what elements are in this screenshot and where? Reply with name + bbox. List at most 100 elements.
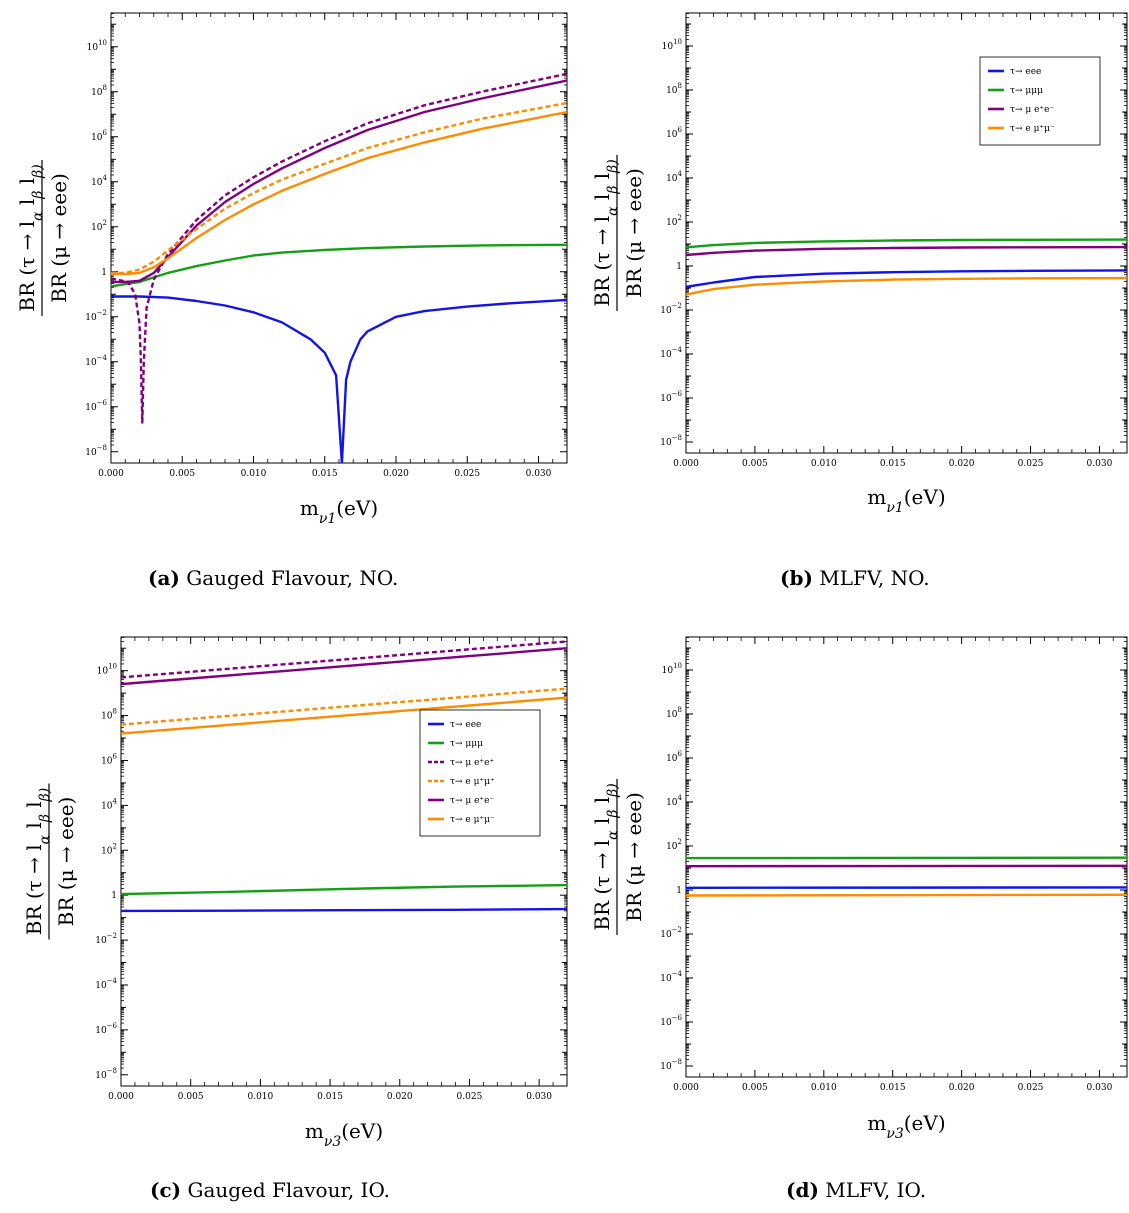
y-tick-label: 10−4	[85, 354, 107, 368]
y-tick-label: 10−2	[95, 932, 117, 946]
y-tick-label: 104	[91, 174, 107, 188]
caption-c-tag: (c)	[150, 1178, 182, 1202]
x-tick-label: 0.020	[949, 1083, 975, 1093]
series-line-purple	[111, 79, 567, 284]
y-tick-label: 1010	[97, 663, 117, 677]
x-tick-label: 0.015	[880, 459, 906, 469]
x-tick-label: 0.005	[169, 469, 195, 479]
y-tick-label: 10−8	[85, 444, 107, 458]
series-group	[111, 72, 567, 463]
series-line-green	[121, 883, 567, 896]
x-tick-label: 0.000	[673, 1083, 699, 1093]
x-tick-label: 0.020	[383, 469, 409, 479]
x-tick-label: 0.025	[457, 1092, 483, 1102]
series-line-orange	[111, 110, 567, 276]
x-tick-label: 0.015	[880, 1083, 906, 1093]
series-line-green	[111, 243, 567, 288]
x-tick-label: 0.030	[1087, 459, 1113, 469]
y-tick-label: 104	[666, 794, 682, 808]
x-axis-ticks	[685, 13, 1114, 453]
y-axis-title-numerator: BR (τ → lα lβ lβ)	[15, 164, 46, 312]
y-axis-ticks	[111, 13, 567, 453]
x-tick-label: 0.015	[312, 469, 338, 479]
y-tick-label: 10−6	[85, 399, 107, 413]
series-line-purple-dashed	[121, 640, 567, 679]
y-tick-label: 10−2	[85, 309, 107, 323]
y-tick-label: 10−4	[660, 346, 682, 360]
x-tick-label: 0.030	[526, 469, 552, 479]
chart-panel-a: 10−8 10−6 10−4 10−2 1 102 104 106 108 1010 0.000 0.…	[15, 12, 568, 527]
y-tick-label: 106	[666, 750, 682, 764]
x-tick-label: 0.010	[811, 1083, 837, 1093]
y-axis-title: BR (τ → lα lβ lβ)BR (μ → eee)	[590, 155, 646, 311]
caption-b: (b) MLFV, NO.	[780, 566, 930, 590]
y-axis-title-numerator: BR (τ → lα lβ lβ)	[590, 783, 621, 931]
series-group	[121, 640, 567, 913]
series-line-blue	[111, 295, 567, 463]
y-tick-label: 106	[666, 126, 682, 140]
y-tick-label: 108	[91, 84, 107, 98]
x-tick-label: 0.010	[811, 459, 837, 469]
y-tick-label: 10−4	[660, 970, 682, 984]
x-axis-ticks	[685, 637, 1114, 1077]
y-axis-title: BR (τ → lα lβ lβ)BR (μ → eee)	[15, 160, 71, 316]
x-tick-label: 0.030	[526, 1092, 552, 1102]
x-tick-label: 0.025	[454, 469, 480, 479]
y-tick-label: 1010	[662, 662, 682, 676]
y-tick-label: 1010	[87, 39, 107, 53]
y-tick-label: 102	[91, 219, 107, 233]
y-tick-label: 10−2	[660, 302, 682, 316]
legend-label: τ→ μμμ	[450, 739, 483, 749]
x-tick-label: 0.030	[1087, 1083, 1113, 1093]
caption-d-text: MLFV, IO.	[825, 1178, 927, 1202]
legend-label: τ→ e μ⁺μ⁻	[450, 815, 495, 825]
x-tick-label: 0.015	[317, 1092, 343, 1102]
x-tick-label: 0.005	[742, 459, 768, 469]
y-tick-label: 102	[666, 838, 682, 852]
y-axis-ticks	[121, 637, 567, 1076]
series-line-orange	[121, 696, 567, 735]
y-axis-title-numerator: BR (τ → lα lβ lβ)	[590, 159, 621, 307]
legend-label: τ→ eee	[450, 720, 481, 730]
series-line-green	[686, 238, 1127, 249]
x-tick-label: 0.000	[98, 469, 124, 479]
x-tick-label: 0.010	[241, 469, 267, 479]
x-axis-ticks	[110, 13, 554, 463]
y-tick-label: 104	[666, 170, 682, 184]
y-tick-label: 10−6	[95, 1022, 117, 1036]
series-line-blue	[686, 269, 1127, 289]
y-axis-title-denominator: BR (μ → eee)	[54, 797, 78, 927]
caption-b-tag: (b)	[780, 566, 813, 590]
y-tick-label: 10−8	[95, 1067, 117, 1081]
x-axis-title: mν3(eV)	[867, 1111, 945, 1142]
caption-d: (d) MLFV, IO.	[786, 1178, 926, 1202]
legend: τ→ eee τ→ μμμ τ→ μ e⁺e⁻ τ→ e μ⁺μ⁻	[979, 56, 1101, 146]
y-tick-label: 108	[666, 706, 682, 720]
legend-label: τ→ eee	[1010, 67, 1041, 77]
caption-a-text: Gauged Flavour, NO.	[186, 566, 399, 590]
y-tick-label: 10−6	[660, 390, 682, 404]
y-tick-label: 1	[676, 886, 682, 896]
y-tick-label: 108	[101, 708, 117, 722]
y-tick-label: 102	[666, 214, 682, 228]
y-tick-label: 1010	[662, 38, 682, 52]
y-tick-label: 10−2	[660, 926, 682, 940]
y-tick-label: 10−6	[660, 1014, 682, 1028]
caption-a: (a) Gauged Flavour, NO.	[148, 566, 398, 590]
series-group	[686, 856, 1127, 897]
x-tick-label: 0.005	[742, 1083, 768, 1093]
y-tick-label: 10−8	[660, 434, 682, 448]
y-axis-title-denominator: BR (μ → eee)	[622, 168, 646, 298]
y-axis-title-denominator: BR (μ → eee)	[47, 173, 71, 303]
caption-a-tag: (a)	[148, 566, 180, 590]
series-line-orange-dashed	[121, 687, 567, 726]
series-line-purple	[121, 647, 567, 686]
plot-frame	[110, 12, 568, 464]
x-tick-label: 0.005	[178, 1092, 204, 1102]
legend-label: τ→ μ e⁺e⁻	[450, 796, 494, 806]
y-axis-title-denominator: BR (μ → eee)	[622, 792, 646, 922]
caption-c-text: Gauged Flavour, IO.	[187, 1178, 391, 1202]
y-tick-label: 1	[111, 891, 117, 901]
y-axis-title: BR (τ → lα lβ lβ)BR (μ → eee)	[590, 779, 646, 935]
